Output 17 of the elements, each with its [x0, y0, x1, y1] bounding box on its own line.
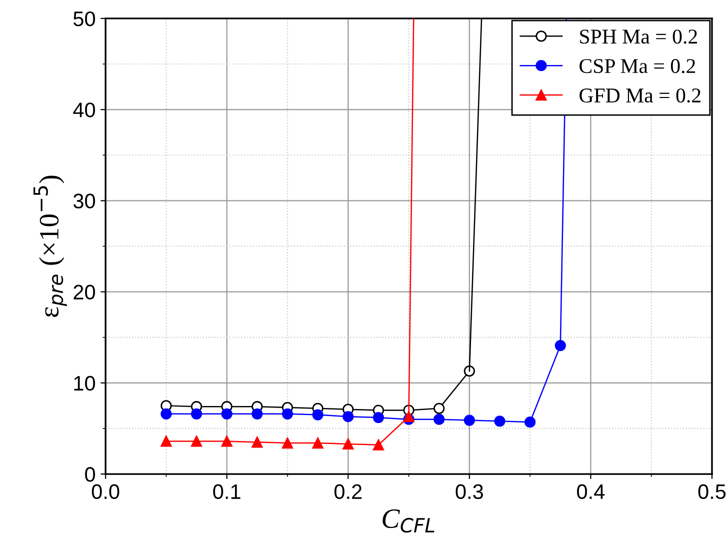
x-axis-title: C$_{CFL}$ [382, 509, 434, 533]
x-tick-label: 0.5 [698, 484, 726, 500]
legend-label: GFD Ma = 0.2 [580, 88, 700, 103]
x-tick-label: 0.3 [456, 484, 483, 500]
y-tick-label: 20 [74, 284, 96, 300]
y-tick-label: 10 [74, 376, 96, 391]
x-tick-label: 0.0 [92, 484, 120, 500]
legend-label: CSP Ma = 0.2 [580, 59, 696, 74]
y-tick-label: 0 [85, 467, 96, 482]
x-tick-label: 0.4 [577, 484, 605, 500]
y-axis-title: ε$_{pre}$ (×10$^{−5}$) [34, 176, 67, 317]
x-tick-label: 0.2 [334, 484, 362, 500]
y-tick-label: 50 [74, 11, 96, 26]
y-tick-label: 30 [73, 194, 96, 208]
x-tick-label: 0.1 [213, 484, 240, 500]
y-tick-label: 40 [73, 102, 96, 118]
legend-label: SPH Ma = 0.2 [580, 30, 697, 44]
